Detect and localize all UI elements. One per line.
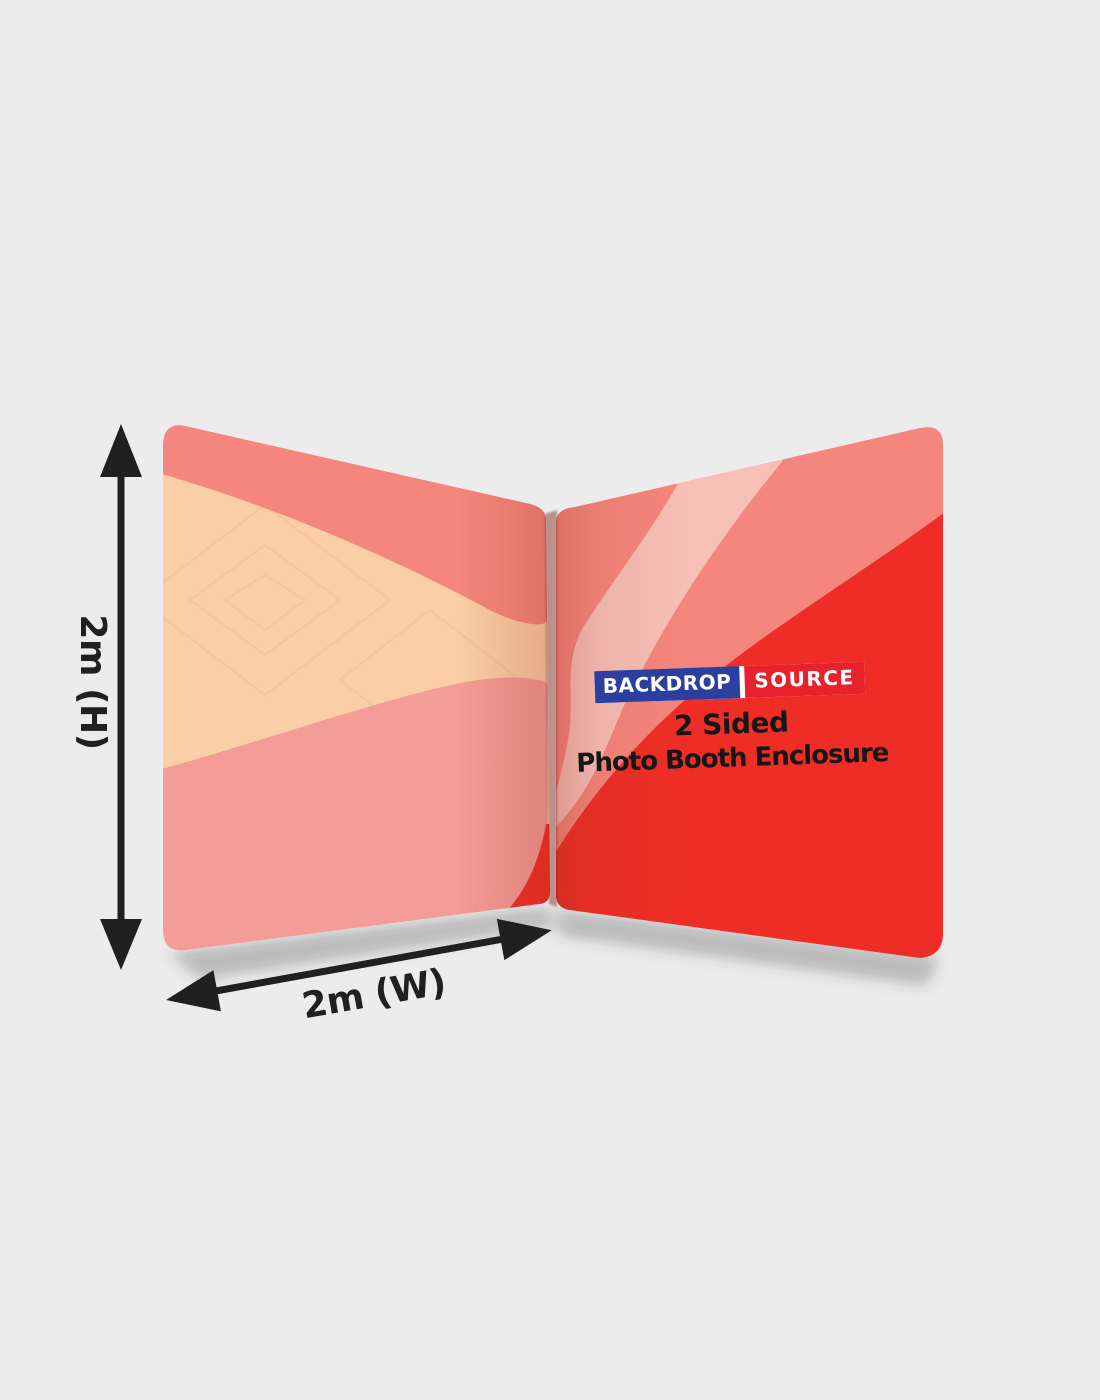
floor-shadow bbox=[168, 907, 940, 986]
height-dimension-label: 2m (H) bbox=[72, 614, 113, 750]
panel-branding: BACKDROP SOURCE 2 Sided Photo Booth Encl… bbox=[569, 661, 892, 779]
product-title-line1: 2 Sided bbox=[673, 705, 789, 743]
panel-left-pink-shape bbox=[163, 677, 548, 951]
brand-logo-source-badge: SOURCE bbox=[743, 661, 866, 699]
fold-crease bbox=[545, 510, 557, 907]
height-arrow bbox=[100, 424, 142, 970]
width-arrow bbox=[166, 918, 552, 1012]
fold-shade-left bbox=[455, 425, 547, 951]
brand-logo-backdrop-badge: BACKDROP bbox=[594, 666, 740, 704]
panel-left-emboss-pattern bbox=[163, 503, 523, 752]
